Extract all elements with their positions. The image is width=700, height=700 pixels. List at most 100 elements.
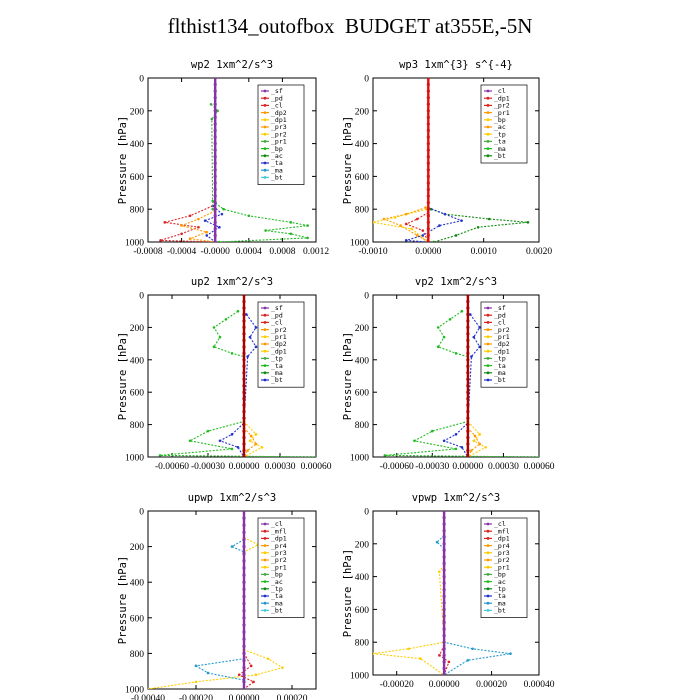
legend-marker <box>486 580 490 583</box>
legend-entry: _dp1 <box>271 116 287 124</box>
series-marker-bt <box>242 306 246 310</box>
series-marker-dp1 <box>197 225 200 229</box>
x-tick-label: -0.0008 <box>133 247 163 257</box>
series-marker-bt <box>426 115 430 119</box>
series-marker-bt <box>242 416 246 420</box>
series-marker-bt <box>242 651 246 656</box>
series-marker-bt <box>466 338 470 342</box>
series-line-dp1 <box>438 645 450 675</box>
y-tick-label: 200 <box>130 324 145 334</box>
series-line-ta <box>218 314 257 457</box>
legend-entry: _ac <box>271 152 283 160</box>
legend-entry: _pr3 <box>271 549 287 557</box>
legend-entry: _pr2 <box>271 130 287 138</box>
legend-entry: _pr1 <box>271 333 287 341</box>
series-marker-dp1 <box>159 239 162 242</box>
legend-entry: _ma <box>494 369 506 377</box>
figure-title: flthist134_outofbox BUDGET at355E,-5N <box>167 14 533 38</box>
y-tick-label: 600 <box>355 606 370 616</box>
series-marker-dp2 <box>230 447 234 451</box>
series-marker-dp2 <box>436 345 440 349</box>
series-marker-bt <box>466 299 470 304</box>
legend-entry: _ma <box>271 599 283 607</box>
legend-entry: _cl <box>494 87 506 95</box>
series-marker-pr2 <box>407 647 410 651</box>
series-marker-bt <box>242 325 246 329</box>
legend-marker <box>486 529 490 533</box>
panel-title: wp2 1xm^2/s^3 <box>191 59 273 71</box>
series-marker-bt <box>466 377 470 381</box>
x-tick-label: 0.0008 <box>269 247 295 257</box>
y-tick-label: 800 <box>355 206 370 216</box>
series-marker-bt <box>213 174 217 178</box>
legend-marker <box>486 328 490 331</box>
legend-entry: _mfl <box>494 527 510 535</box>
legend-entry: _bt <box>271 376 283 384</box>
legend-entry: _ta <box>271 592 283 600</box>
x-tick-label: -0.00060 <box>380 462 414 472</box>
legend-entry: _bt <box>494 607 506 615</box>
x-tick-label: 0.00030 <box>488 462 519 472</box>
series-marker-bt <box>242 371 246 375</box>
y-axis-label: Pressure [hPa] <box>117 116 129 205</box>
x-tick-label: 0.00060 <box>301 462 332 472</box>
legend-entry: _pr3 <box>271 123 287 131</box>
series-marker-bt <box>426 240 430 242</box>
series-marker-bt <box>242 384 246 388</box>
legend-marker <box>486 96 490 100</box>
series-marker-pr1 <box>249 434 253 438</box>
series-marker-bt <box>242 601 246 606</box>
legend-marker <box>486 544 490 547</box>
series-marker-pr2 <box>415 234 419 237</box>
series-marker-ta <box>468 313 472 316</box>
legend-entry: _pr2 <box>271 326 287 334</box>
series-marker-dp2 <box>537 455 539 457</box>
x-tick-label: 0.0004 <box>236 247 262 257</box>
y-tick-label: 0 <box>139 292 144 302</box>
series-marker-bt <box>242 573 246 577</box>
y-axis-label: Pressure [hPa] <box>342 116 354 205</box>
series-marker-bt <box>242 410 246 414</box>
legend-marker <box>263 328 267 331</box>
legend-marker <box>486 522 490 526</box>
legend-marker <box>263 147 267 151</box>
series-marker-bt <box>242 511 246 513</box>
legend-marker <box>486 594 490 598</box>
series-marker-pr1 <box>209 102 213 106</box>
series-marker-bt <box>213 181 217 185</box>
x-tick-label: -0.00020 <box>179 694 213 700</box>
series-marker-ta <box>218 439 222 443</box>
series-marker-bt <box>426 174 430 178</box>
legend-marker <box>486 111 490 114</box>
legend-entry: _cl <box>494 319 506 327</box>
legend-marker <box>486 132 490 136</box>
series-marker-ta <box>220 212 224 216</box>
series-marker-bt <box>442 522 446 526</box>
series-marker-bt <box>426 194 430 198</box>
legend-marker <box>486 551 490 555</box>
panel-6: vpwp 1xm^2/s^3 Pressure [hPa] 0 200 400 600 80… <box>342 492 555 690</box>
legend-marker <box>263 125 267 129</box>
series-marker-bt <box>466 312 470 317</box>
series-line-dp1 <box>404 212 429 242</box>
y-tick-label: 200 <box>355 540 370 550</box>
series-marker-dp1 <box>415 217 419 221</box>
plot-frame <box>372 510 540 676</box>
legend-entry: _mfl <box>271 527 287 535</box>
legend-marker <box>486 378 490 382</box>
series-marker-dp2 <box>430 429 434 433</box>
y-tick-label: 600 <box>355 173 370 183</box>
y-tick-label: 200 <box>355 324 370 334</box>
series-marker-dp2 <box>383 454 387 457</box>
series-marker-pr1 <box>473 434 477 438</box>
legend-entry: _sf <box>271 304 283 312</box>
series-marker-dp1 <box>188 214 192 218</box>
series-marker-dp2 <box>413 439 416 443</box>
x-tick-label: 0.00030 <box>265 462 296 472</box>
series-marker-bt <box>426 135 430 139</box>
series-marker-ta <box>203 219 207 222</box>
series-marker-bt <box>466 397 470 401</box>
series-marker-bt <box>466 345 470 349</box>
series-marker-bt <box>426 168 430 172</box>
series-marker-bt <box>426 207 430 211</box>
